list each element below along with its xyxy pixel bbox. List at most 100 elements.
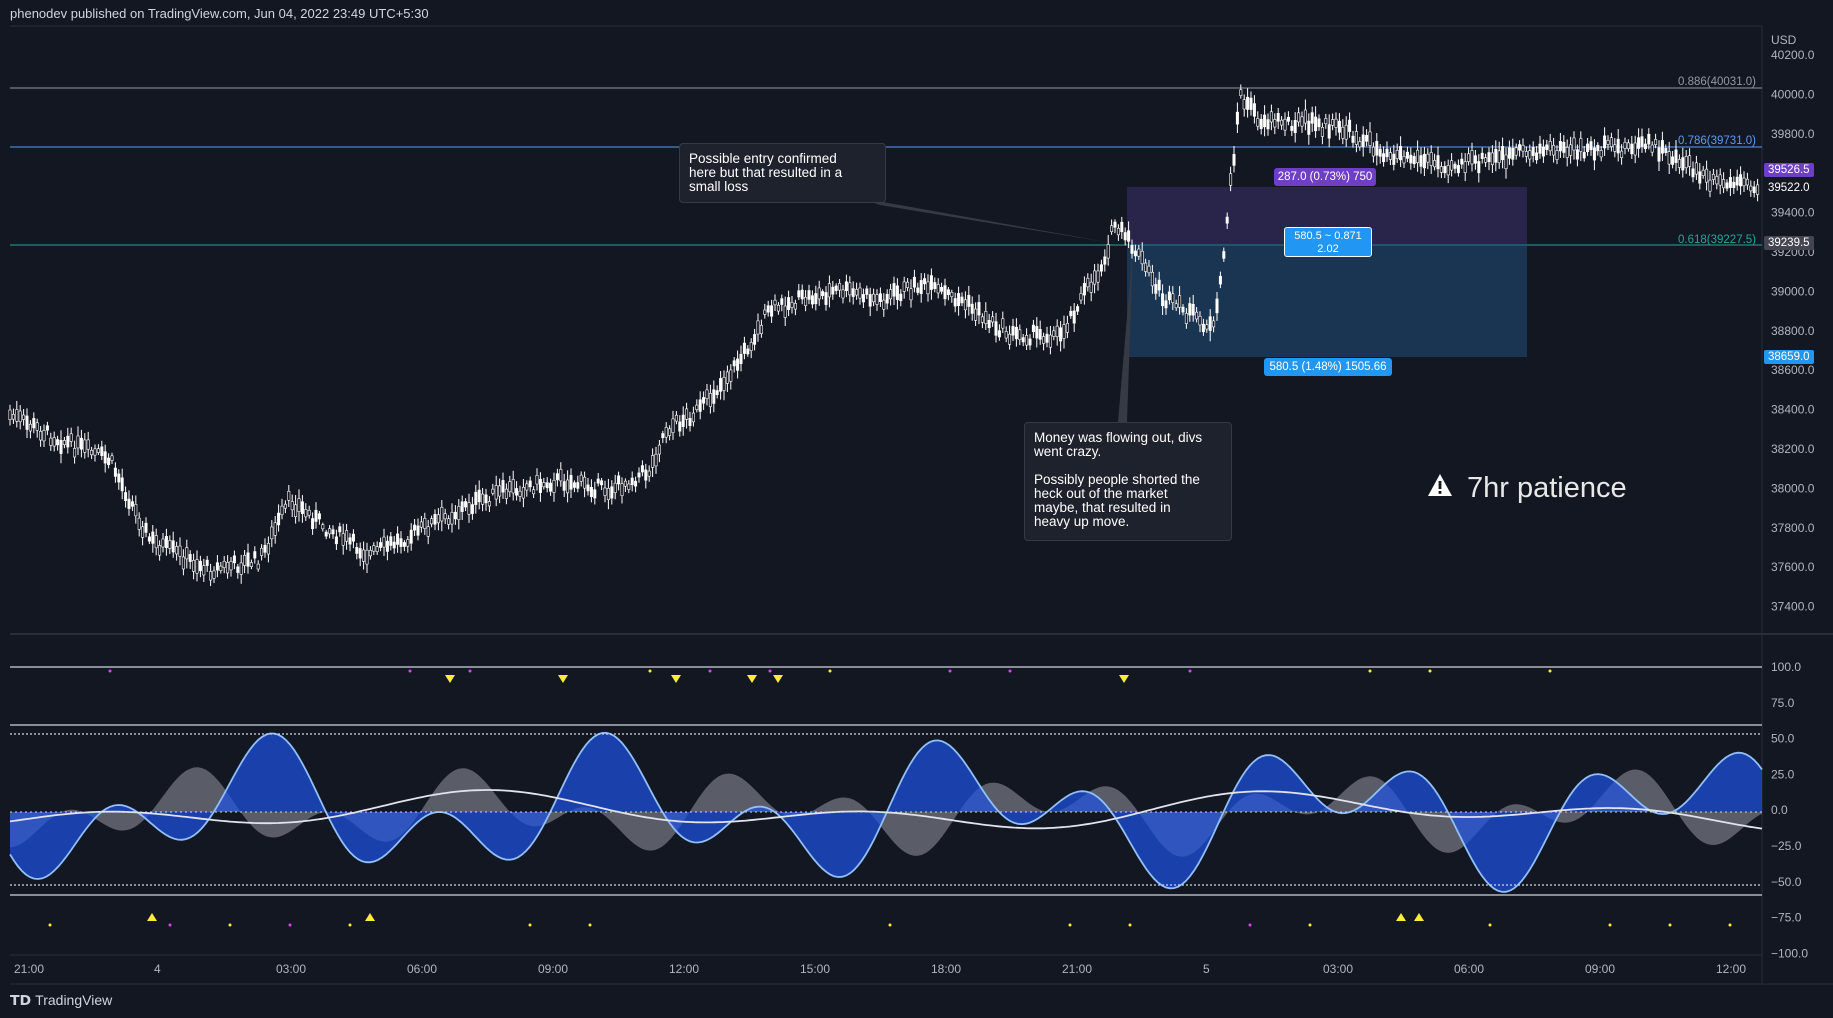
- candle-body: [960, 296, 964, 304]
- candle-body: [426, 526, 430, 537]
- candle-body: [1042, 336, 1046, 344]
- candle-body: [222, 560, 226, 568]
- candle-body: [1246, 96, 1250, 110]
- price-tick: 37800.0: [1771, 521, 1815, 535]
- sell-triangle: [1119, 675, 1129, 683]
- candle-body: [243, 555, 247, 566]
- candle-body: [1099, 264, 1103, 272]
- candle-body: [372, 545, 376, 552]
- candle-body: [1620, 150, 1624, 158]
- candle-body: [1623, 141, 1627, 149]
- candle-body: [1072, 310, 1076, 324]
- candle-body: [1368, 131, 1372, 146]
- candle-body: [1048, 334, 1052, 348]
- candle-body: [1657, 147, 1661, 162]
- candle-body: [117, 473, 121, 483]
- candle-body: [413, 524, 417, 531]
- candle-body: [997, 330, 1001, 338]
- candle-body: [719, 378, 723, 392]
- candle-body: [1565, 147, 1569, 158]
- candle-body: [1140, 250, 1144, 265]
- candle-body: [90, 449, 94, 456]
- time-axis[interactable]: 21:00 4 03:00 06:00 09:00 12:00 15:00 18:00 21:0…: [14, 962, 1746, 976]
- tradingview-footer[interactable]: 𝗧𝗗 TradingView: [10, 992, 112, 1009]
- candle-body: [232, 555, 236, 564]
- candle-body: [1089, 281, 1093, 293]
- candle-body: [1375, 141, 1379, 156]
- candle-body: [433, 514, 437, 525]
- price-axis[interactable]: 40200.040000.039800.039600.039400.039200…: [1771, 48, 1815, 614]
- candle-body: [899, 293, 903, 302]
- candle-body: [1106, 244, 1110, 259]
- candle-body: [362, 549, 366, 562]
- candle-body: [617, 475, 621, 485]
- candle-body: [1113, 221, 1117, 228]
- candle-body: [838, 283, 842, 291]
- price-tick: 39000.0: [1771, 284, 1815, 298]
- signal-dot: [1068, 923, 1072, 927]
- candle-body: [39, 431, 43, 441]
- candle-body: [348, 537, 352, 545]
- candle-body: [705, 389, 709, 399]
- ratio-label[interactable]: 580.5 ~ 0.871 2.02: [1284, 227, 1372, 257]
- candle-body: [1501, 146, 1505, 161]
- price-tick: 38400.0: [1771, 403, 1815, 417]
- candle-body: [212, 570, 216, 579]
- candle-body: [991, 316, 995, 323]
- candle-body: [1021, 337, 1025, 343]
- buy-triangle: [1396, 913, 1406, 921]
- patience-annotation[interactable]: 7hr patience: [1427, 472, 1627, 505]
- money-callout[interactable]: Money was flowing out, divs went crazy. …: [1024, 422, 1232, 541]
- candle-body: [559, 469, 563, 482]
- candle-body: [256, 563, 260, 570]
- candle-body: [521, 486, 525, 499]
- candle-body: [1443, 166, 1447, 174]
- candle-body: [1147, 265, 1151, 274]
- candle-body: [878, 293, 882, 302]
- candle-body: [1650, 144, 1654, 153]
- candle-body: [141, 526, 145, 538]
- candle-body: [1348, 119, 1352, 132]
- candle-body: [1592, 147, 1596, 161]
- candle-body: [69, 433, 73, 442]
- signal-dot: [348, 923, 352, 927]
- oscillator-tick: 100.0: [1771, 660, 1801, 674]
- oscillator-axis[interactable]: 100.0 75.0 50.0 25.0 0.0 −25.0 −50.0 −75.0 −100.…: [1771, 660, 1808, 960]
- stop-label[interactable]: 580.5 (1.48%) 1505.66: [1264, 358, 1392, 376]
- candle-body: [603, 487, 607, 496]
- candle-body: [600, 480, 604, 486]
- candle-body: [1354, 131, 1358, 145]
- candle-body: [192, 560, 196, 572]
- buy-triangle: [365, 913, 375, 921]
- candle-body: [1752, 186, 1756, 193]
- candle-body: [440, 506, 444, 522]
- candle-body: [722, 376, 726, 391]
- candle-body: [569, 475, 573, 490]
- candle-body: [202, 565, 206, 576]
- candle-body: [1504, 154, 1508, 170]
- fib-label-0618: 0.618(39227.5): [1678, 234, 1756, 246]
- candle-body: [566, 479, 570, 494]
- candle-body: [963, 299, 967, 311]
- candle-body: [1201, 323, 1205, 333]
- target-label[interactable]: 287.0 (0.73%) 750: [1274, 168, 1376, 186]
- candle-body: [984, 311, 988, 324]
- candle-body: [1684, 156, 1688, 169]
- candle-body: [283, 503, 287, 509]
- candle-body: [1569, 144, 1573, 156]
- candle-body: [773, 299, 777, 306]
- candle-body: [1552, 145, 1556, 156]
- candle-body: [1742, 177, 1746, 187]
- candle-body: [1235, 111, 1239, 125]
- candle-body: [1076, 306, 1080, 312]
- candle-body: [1055, 325, 1059, 337]
- candle-body: [178, 545, 182, 557]
- entry-callout[interactable]: Possible entry confirmed here but that r…: [679, 143, 886, 203]
- candle-body: [746, 348, 750, 355]
- candle-body: [1079, 293, 1083, 301]
- candle-body: [484, 494, 488, 504]
- candle-body: [1378, 148, 1382, 157]
- candle-body: [1110, 225, 1114, 233]
- warning-icon: [1427, 472, 1453, 505]
